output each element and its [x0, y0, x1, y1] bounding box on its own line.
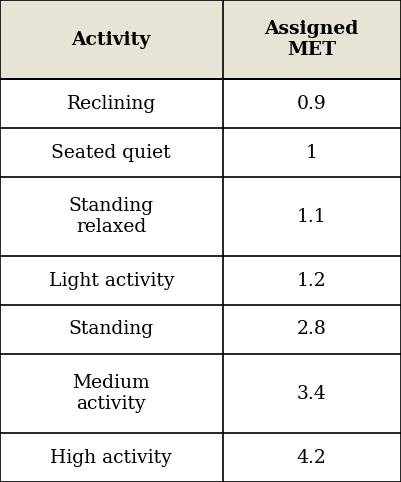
Bar — [0, 354, 401, 433]
Text: Assigned
MET: Assigned MET — [265, 20, 359, 59]
Text: 3.4: 3.4 — [297, 385, 327, 402]
Text: 1: 1 — [306, 144, 318, 161]
Bar — [0, 305, 401, 354]
Text: Reclining: Reclining — [67, 95, 156, 113]
Text: Light activity: Light activity — [49, 272, 174, 290]
Bar — [0, 256, 401, 305]
Text: 1.1: 1.1 — [297, 208, 326, 226]
Text: 2.8: 2.8 — [297, 321, 327, 338]
Bar — [0, 0, 401, 80]
Text: High activity: High activity — [51, 449, 172, 467]
Bar — [0, 433, 401, 482]
Text: Seated quiet: Seated quiet — [51, 144, 171, 161]
Text: Standing
relaxed: Standing relaxed — [69, 197, 154, 236]
Text: 4.2: 4.2 — [297, 449, 327, 467]
Text: Activity: Activity — [72, 31, 151, 49]
Text: Medium
activity: Medium activity — [73, 374, 150, 413]
Text: 1.2: 1.2 — [297, 272, 327, 290]
Bar — [0, 80, 401, 128]
Text: 0.9: 0.9 — [297, 95, 327, 113]
Bar — [0, 177, 401, 256]
Bar — [0, 128, 401, 177]
Text: Standing: Standing — [69, 321, 154, 338]
